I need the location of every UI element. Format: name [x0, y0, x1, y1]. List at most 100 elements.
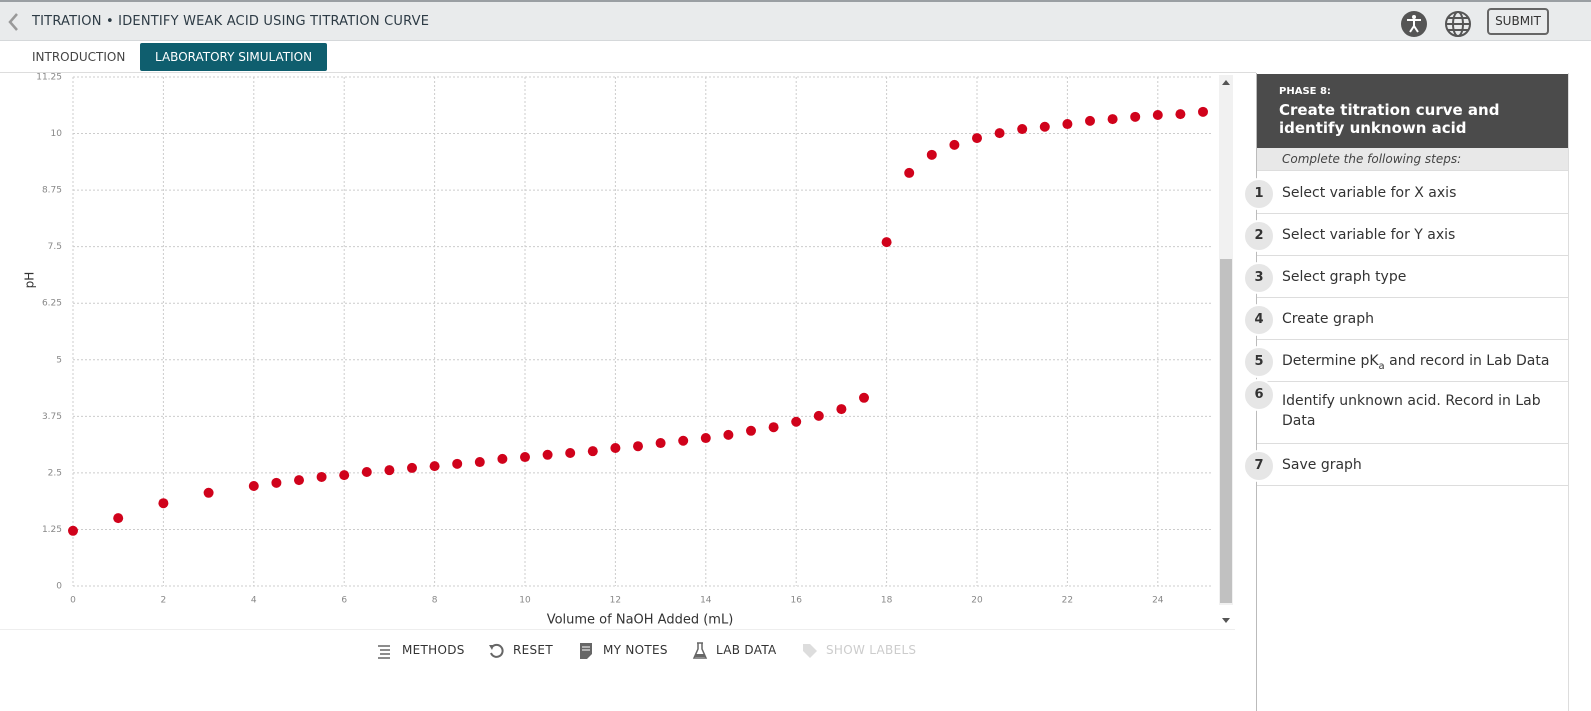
step-number: 2	[1243, 219, 1275, 252]
notes-icon	[580, 643, 592, 659]
data-point	[1175, 109, 1186, 120]
methods-icon	[378, 645, 390, 659]
toolbar-button[interactable]: METHODS	[402, 643, 465, 657]
x-tick-label: 8	[432, 596, 438, 606]
step-text: Save graph	[1282, 457, 1362, 473]
data-point	[542, 449, 553, 460]
toolbar-button[interactable]: RESET	[513, 643, 553, 657]
step: 5 Determine pKa and record in Lab Data	[1243, 340, 1568, 382]
instructions: Complete the following steps:	[1257, 148, 1568, 171]
data-point	[316, 471, 327, 482]
step: 3 Select graph type	[1243, 256, 1568, 298]
step: 2 Select variable for Y axis	[1243, 214, 1568, 256]
step-text: Save graph	[1282, 455, 1552, 475]
step-text: Select variable for Y axis	[1282, 227, 1456, 243]
step-text: Create graph	[1282, 309, 1552, 329]
data-point	[791, 416, 802, 427]
data-point	[203, 487, 214, 498]
data-point	[158, 498, 169, 509]
step-number: 6	[1243, 379, 1275, 411]
data-point	[655, 438, 666, 449]
data-point	[904, 167, 915, 178]
y-tick-label: 5	[56, 355, 62, 365]
data-point	[429, 461, 440, 472]
x-tick-label: 24	[1152, 596, 1164, 606]
y-axis-title: pH	[23, 272, 37, 289]
step-text: Determine pK	[1282, 353, 1379, 369]
step-number: 7	[1243, 449, 1275, 482]
step-number: 1	[1243, 177, 1275, 210]
submit-button[interactable]: SUBMIT	[1487, 8, 1549, 35]
data-point	[1152, 110, 1163, 121]
step-text: Determine pKa and record in Lab Data	[1282, 351, 1552, 377]
step-number: 4	[1243, 303, 1275, 336]
data-point	[113, 513, 124, 524]
data-point	[520, 452, 530, 463]
data-point	[294, 475, 304, 486]
y-tick-label: 3.75	[42, 412, 62, 422]
x-tick-label: 10	[519, 596, 531, 606]
y-tick-label: 1.25	[42, 525, 62, 535]
step-number: 3	[1243, 261, 1275, 294]
x-axis-title: Volume of NaOH Added (mL)	[547, 613, 734, 628]
data-point	[926, 149, 937, 160]
data-point	[972, 133, 982, 144]
tab-active[interactable]: LABORATORY SIMULATION	[140, 43, 328, 71]
x-tick-label: 18	[881, 596, 893, 606]
y-tick-label: 6.25	[42, 299, 62, 309]
y-tick-label: 0	[56, 582, 62, 592]
data-point	[633, 441, 643, 452]
step-text: Select variable for X axis	[1282, 185, 1457, 201]
subscript: a	[1378, 360, 1385, 372]
x-tick-label: 22	[1062, 596, 1073, 606]
data-point	[1017, 124, 1028, 135]
data-point	[339, 470, 350, 481]
y-tick-label: 2.5	[48, 468, 62, 478]
phase-header: PHASE 8: Create titration curve and iden…	[1257, 74, 1568, 148]
divider	[0, 72, 1256, 73]
data-point	[361, 466, 372, 477]
data-point	[768, 422, 779, 433]
chart: Volume of NaOH Added (mL) pH 0 1.25 2.5 3.7…	[0, 73, 1235, 630]
y-tick-label: 8.75	[42, 186, 62, 196]
toolbar-button[interactable]: MY NOTES	[603, 643, 668, 657]
x-tick-label: 4	[251, 596, 257, 606]
scroll-down[interactable]	[1222, 618, 1230, 623]
toolbar-button[interactable]: LAB DATA	[716, 643, 777, 657]
language-icon[interactable]	[1443, 9, 1473, 39]
data-point	[1130, 111, 1141, 122]
reset-icon	[489, 643, 504, 658]
data-point	[1198, 106, 1208, 117]
labels-icon	[803, 644, 817, 658]
step-text: Identify unknown acid. Record in Lab Dat…	[1282, 391, 1552, 431]
data-point	[836, 404, 847, 415]
data-point	[859, 392, 869, 403]
header-title: TITRATION • IDENTIFY WEAK ACID USING TIT…	[32, 14, 430, 29]
scroll-up[interactable]	[1222, 80, 1230, 85]
x-tick-label: 0	[70, 596, 76, 606]
data-point	[1107, 114, 1118, 125]
step: 1 Select variable for X axis	[1243, 172, 1568, 214]
data-point	[452, 458, 463, 469]
step-text: Create graph	[1282, 311, 1374, 327]
toolbar-button: SHOW LABELS	[826, 643, 917, 657]
step-text: Select variable for Y axis	[1282, 225, 1552, 245]
accessibility-icon[interactable]	[1399, 9, 1429, 39]
data-point	[248, 481, 259, 492]
step-text: Select graph type	[1282, 269, 1407, 285]
data-point	[813, 410, 824, 421]
toolbar: METHODS RESET MY NOTES LAB DATA SHOW LAB…	[0, 630, 1256, 711]
y-tick-label: 11.25	[36, 73, 62, 83]
scrollbar-thumb[interactable]	[1220, 259, 1232, 603]
tab[interactable]: INTRODUCTION	[32, 50, 126, 64]
data-point	[271, 477, 282, 488]
step: 6 Identify unknown acid. Record in Lab Da…	[1243, 379, 1568, 444]
data-point	[881, 237, 892, 248]
step-text: Select graph type	[1282, 267, 1552, 287]
step-text: and record in Lab Data	[1384, 353, 1550, 369]
lab-data-icon	[692, 642, 708, 659]
back-button[interactable]	[6, 12, 20, 32]
x-tick-label: 20	[971, 596, 983, 606]
data-point	[68, 525, 78, 536]
